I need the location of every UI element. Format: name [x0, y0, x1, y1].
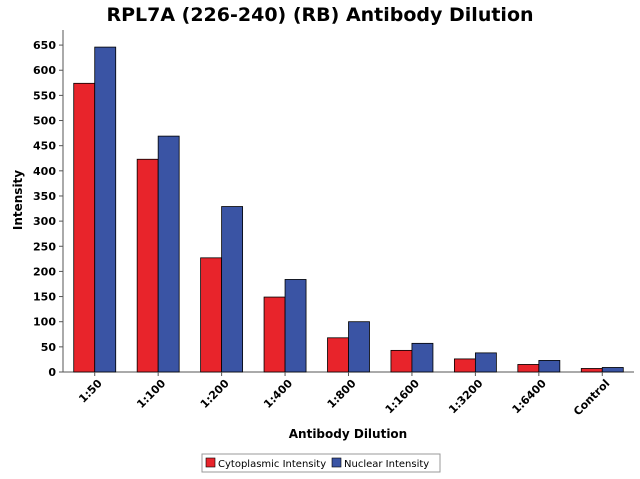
- bar-nuclear: [411, 342, 434, 373]
- legend-box: [201, 453, 441, 473]
- y-axis-label: Intensity: [11, 170, 25, 230]
- bar-cytoplasmic: [200, 257, 223, 373]
- plot-area: 0 50 100 150 200 250 300 350 400 450 500 550 600 650 1…: [33, 30, 634, 418]
- y-tick-label: 0: [48, 366, 56, 379]
- x-tick-label: 1:6400: [510, 377, 550, 417]
- x-tick-label: Control: [571, 377, 612, 418]
- bar-cytoplasmic: [517, 364, 540, 373]
- bar-nuclear: [601, 367, 624, 373]
- bar-cytoplasmic: [580, 368, 603, 373]
- y-tick-label: 150: [33, 291, 56, 304]
- bar-cytoplasmic: [136, 158, 159, 373]
- x-tick-label: 1:50: [76, 377, 105, 406]
- bar-nuclear: [538, 360, 561, 373]
- bar-cytoplasmic: [453, 358, 476, 373]
- legend-swatch-cytoplasmic: [205, 457, 216, 468]
- y-tick-label: 550: [33, 89, 56, 102]
- legend-swatch-nuclear: [331, 457, 342, 468]
- y-tick-label: 500: [33, 115, 56, 128]
- bar-nuclear: [157, 135, 180, 373]
- y-tick-label: 50: [41, 341, 57, 354]
- x-tick-label: 1:3200: [446, 377, 486, 417]
- x-tick-label: 1:100: [134, 377, 168, 411]
- y-tick-label: 450: [33, 140, 56, 153]
- legend-label-cytoplasmic: Cytoplasmic Intensity: [218, 459, 326, 470]
- bar-nuclear: [348, 321, 370, 373]
- legend: Cytoplasmic Intensity Nuclear Intensity: [201, 453, 441, 473]
- bar-cytoplasmic: [390, 349, 413, 373]
- x-tick-label: 1:400: [261, 377, 295, 411]
- bar-nuclear: [94, 46, 117, 373]
- x-tick-label: 1:800: [325, 377, 359, 411]
- legend-label-nuclear: Nuclear Intensity: [344, 459, 429, 470]
- bar-cytoplasmic: [73, 82, 96, 373]
- y-tick-label: 250: [33, 240, 56, 253]
- bar-nuclear: [221, 206, 244, 373]
- y-tick-label: 200: [33, 265, 56, 278]
- bar-nuclear: [284, 279, 307, 373]
- y-tick-label: 600: [33, 64, 56, 77]
- y-tick-label: 650: [33, 39, 56, 52]
- x-tick-label: 1:1600: [383, 377, 423, 417]
- x-axis-label: Antibody Dilution: [289, 427, 407, 441]
- bar-nuclear: [474, 352, 497, 373]
- bar-cytoplasmic: [327, 337, 349, 373]
- bar-cytoplasmic: [263, 296, 286, 373]
- y-tick-label: 400: [33, 165, 56, 178]
- chart-title: RPL7A (226-240) (RB) Antibody Dilution: [106, 4, 533, 26]
- y-tick-label: 300: [33, 215, 56, 228]
- y-tick-label: 350: [33, 190, 56, 203]
- y-tick-label: 100: [33, 316, 56, 329]
- x-tick-label: 1:200: [198, 377, 232, 411]
